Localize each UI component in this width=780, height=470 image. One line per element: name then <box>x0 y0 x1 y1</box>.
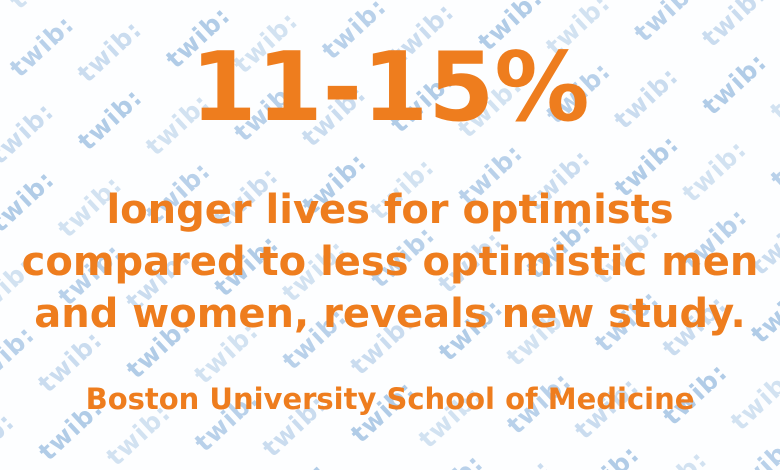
headline-line-2: compared to less optimistic men <box>21 239 759 285</box>
headline-line-1: longer lives for optimists <box>106 187 674 233</box>
headline-line-3: and women, reveals new study. <box>34 291 746 337</box>
attribution-text: Boston University School of Medicine <box>85 382 695 416</box>
stat-value: 11-15% <box>190 33 590 143</box>
headline: longer lives for optimists compared to l… <box>0 184 780 340</box>
